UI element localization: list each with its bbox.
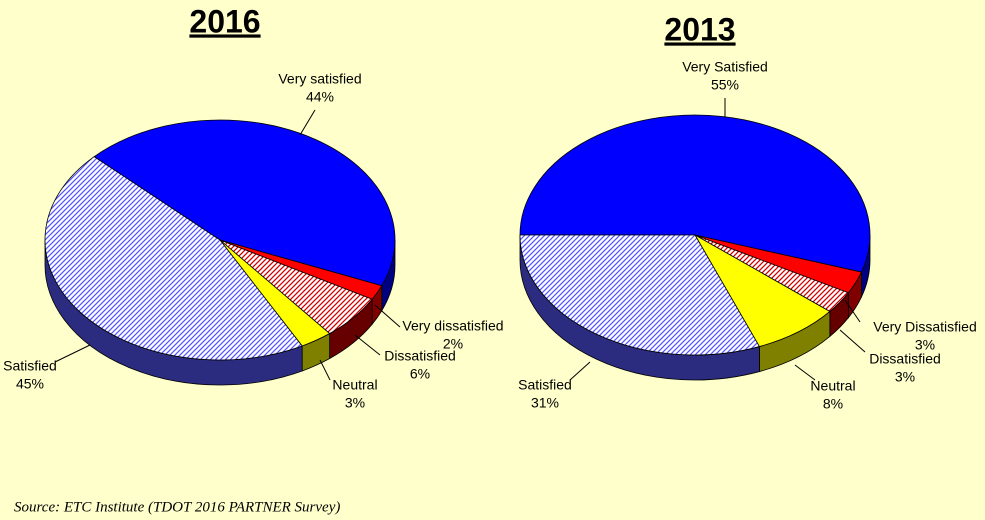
leader-line — [374, 304, 401, 328]
slice-value-label: 3% — [345, 395, 365, 411]
pie-slice — [519, 234, 761, 356]
leader-line — [354, 334, 381, 356]
leader-line — [844, 299, 861, 323]
slice-label: Very Dissatisfied — [873, 319, 976, 335]
slice-value-label: 44% — [306, 89, 334, 105]
slice-label: Very satisfied — [278, 71, 361, 87]
slice-label: Satisfied — [518, 377, 572, 393]
slice-value-label: 8% — [823, 396, 843, 412]
slice-label: Dissatisfied — [869, 351, 941, 367]
slice-value-label: 2% — [443, 336, 463, 352]
chart-title: 2016 — [189, 3, 260, 39]
slice-label: Neutral — [810, 378, 855, 394]
slice-value-label: 3% — [915, 337, 935, 353]
leader-line — [569, 361, 591, 381]
slice-value-label: 31% — [531, 395, 559, 411]
slice-label: Very Satisfied — [682, 59, 768, 75]
slice-value-label: 3% — [895, 369, 915, 385]
leader-line — [299, 109, 316, 136]
slice-label: Satisfied — [3, 358, 57, 374]
slice-value-label: 45% — [16, 376, 44, 392]
leader-line — [839, 329, 866, 353]
slice-label: Very dissatisfied — [402, 318, 503, 334]
slice-value-label: 55% — [711, 77, 739, 93]
slice-value-label: 6% — [410, 366, 430, 382]
slice-label: Dissatisfied — [384, 348, 456, 364]
pie-slice — [519, 114, 871, 273]
slice-label: Neutral — [332, 377, 377, 393]
pie-slice — [44, 156, 303, 361]
pie-slice — [93, 119, 396, 287]
source-note: Source: ETC Institute (TDOT 2016 PARTNER… — [14, 499, 340, 515]
leader-line — [54, 344, 91, 363]
leader-line — [319, 359, 331, 381]
leader-line — [794, 364, 816, 381]
chart-title: 2013 — [664, 11, 735, 47]
